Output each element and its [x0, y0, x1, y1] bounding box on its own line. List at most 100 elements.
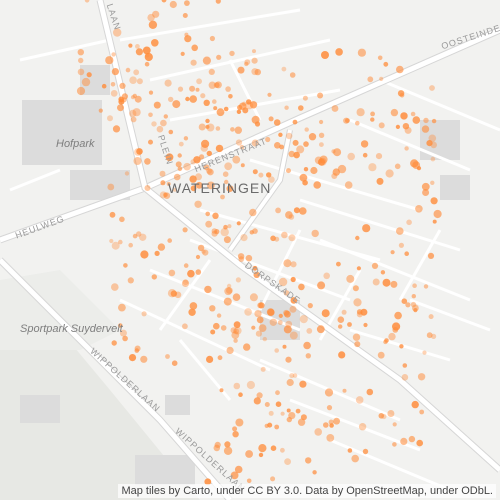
hotspot-marker [368, 163, 377, 172]
hotspot-marker [342, 388, 347, 393]
hotspot-marker [266, 308, 275, 316]
hotspot-marker [268, 116, 274, 122]
hotspot-marker [242, 107, 249, 114]
hotspot-marker [274, 348, 280, 353]
hotspot-marker [77, 68, 85, 76]
hotspot-marker [200, 93, 206, 99]
hotspot-marker [283, 325, 292, 334]
hotspot-marker [299, 380, 307, 388]
hotspot-marker [253, 271, 260, 278]
hotspot-marker [226, 346, 234, 354]
hotspot-marker [223, 446, 233, 455]
hotspot-marker [338, 324, 343, 329]
hotspot-marker [394, 163, 401, 170]
hotspot-marker [400, 437, 408, 445]
hotspot-marker [195, 173, 202, 181]
hotspot-marker [188, 308, 196, 316]
hotspot-marker [183, 136, 189, 141]
hotspot-marker [256, 392, 263, 399]
hotspot-marker [357, 48, 366, 57]
hotspot-marker [335, 48, 343, 56]
hotspot-marker [423, 117, 429, 124]
hotspot-marker [270, 476, 276, 482]
hotspot-marker [175, 161, 182, 168]
hotspot-marker [208, 68, 215, 75]
hotspot-marker [140, 355, 148, 363]
hotspot-marker [232, 155, 241, 164]
hotspot-marker [189, 175, 197, 183]
hotspot-marker [270, 445, 277, 452]
hotspot-marker [411, 294, 416, 299]
hotspot-marker [303, 167, 309, 172]
hotspot-marker [144, 185, 151, 191]
hotspot-marker [211, 228, 218, 234]
hotspot-marker [183, 263, 189, 268]
hotspot-marker [230, 471, 239, 480]
hotspot-marker [299, 173, 308, 182]
hotspot-marker [244, 61, 249, 67]
hotspot-marker [372, 278, 380, 286]
hotspot-marker [377, 351, 385, 359]
hotspot-marker [132, 233, 138, 239]
hotspot-marker [135, 44, 140, 49]
hotspot-marker [307, 303, 313, 309]
hotspot-marker [299, 207, 307, 215]
hotspot-marker [177, 86, 184, 92]
hotspot-marker [209, 35, 215, 42]
hotspot-marker [260, 366, 266, 372]
hotspot-marker [171, 360, 178, 367]
hotspot-marker [252, 169, 258, 175]
hotspot-marker [394, 311, 402, 320]
hotspot-marker [254, 68, 261, 76]
hotspot-marker [280, 411, 285, 416]
hotspot-marker [195, 269, 202, 275]
hotspot-marker [402, 363, 408, 368]
hotspot-marker [244, 308, 252, 316]
hotspot-marker [370, 111, 375, 117]
hotspot-marker [402, 123, 410, 130]
hotspot-marker [231, 331, 240, 339]
hotspot-marker [427, 252, 435, 259]
hotspot-marker [431, 118, 437, 124]
hotspot-marker [385, 169, 394, 178]
hotspot-marker [256, 316, 264, 324]
hotspot-marker [156, 125, 164, 133]
hotspot-marker [196, 78, 203, 85]
hotspot-marker [360, 308, 368, 316]
hotspot-marker [305, 457, 312, 464]
hotspot-marker [199, 154, 205, 160]
hotspot-marker [286, 132, 293, 140]
hotspot-marker [81, 77, 91, 87]
hotspot-marker [177, 153, 182, 158]
hotspot-marker [319, 155, 328, 164]
hotspot-marker [164, 79, 172, 87]
hotspot-marker [433, 209, 442, 219]
hotspot-marker [86, 72, 92, 78]
hotspot-marker [376, 177, 384, 185]
hotspot-marker [111, 241, 120, 250]
hotspot-marker [412, 116, 421, 124]
hotspot-marker [220, 227, 229, 237]
hotspot-marker [200, 144, 208, 152]
hotspot-marker [278, 277, 288, 287]
hotspot-marker [206, 355, 214, 363]
hotspot-marker [405, 302, 411, 308]
hotspot-marker [303, 141, 309, 147]
hotspot-marker [184, 35, 192, 43]
hotspot-marker [166, 181, 171, 186]
hotspot-marker [182, 227, 188, 233]
hotspot-marker [233, 382, 241, 390]
hotspot-marker [205, 220, 213, 228]
hotspot-marker [112, 125, 121, 133]
hotspot-marker [207, 168, 214, 176]
hotspot-marker [404, 251, 410, 256]
hotspot-marker [295, 408, 301, 414]
hotspot-marker [232, 293, 241, 302]
hotspot-marker [378, 122, 385, 129]
hotspot-marker [128, 43, 133, 48]
hotspot-marker [165, 153, 174, 162]
hotspot-marker [343, 117, 350, 124]
hotspot-marker [388, 332, 396, 341]
hotspot-marker [237, 66, 245, 74]
